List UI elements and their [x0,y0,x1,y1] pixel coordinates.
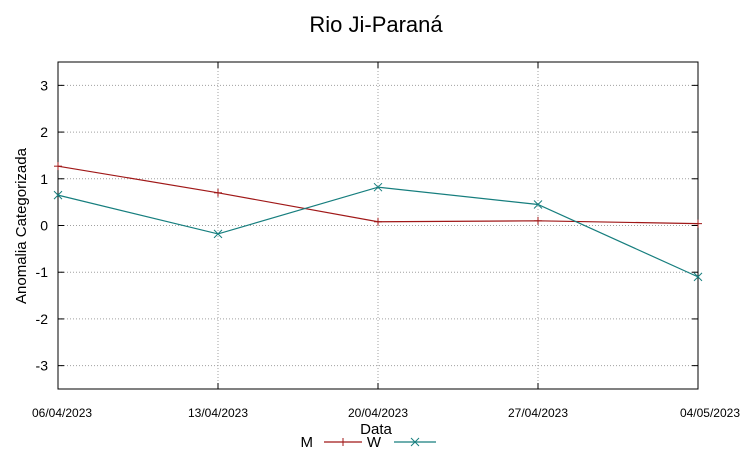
data-point-M [534,216,542,225]
legend-marker [339,438,347,446]
data-point-M [694,219,702,228]
data-point-M [54,162,62,171]
legend-label: W [367,434,382,451]
legend-item-M: M [301,434,362,451]
y-axis-ticks: -3 -2 -1 0 1 2 3 [36,77,698,374]
y-tick-label: -3 [36,358,49,374]
data-point-W [533,200,543,209]
y-tick-label: 0 [40,218,48,234]
legend-marker [410,437,420,447]
data-point-W [53,190,63,200]
x-tick-label: 06/04/2023 [32,406,92,420]
data-point-W [213,229,223,239]
legend-item-W: W [367,434,436,451]
y-axis-label: Anomalia Categorizada [13,147,30,304]
data-point-M [214,188,222,197]
x-tick-label: 27/04/2023 [508,406,568,420]
x-tick-label: 04/05/2023 [680,406,740,420]
data-point-W [693,272,703,282]
legend-label: M [301,434,314,451]
y-tick-label: -2 [36,311,49,327]
data-point-M [374,217,382,226]
x-tick-label: 20/04/2023 [348,406,408,420]
y-tick-label: -1 [36,264,49,280]
data-point-W [373,182,383,192]
x-axis-ticks: 06/04/2023 13/04/2023 20/04/2023 27/04/2023… [32,62,740,420]
y-tick-label: 1 [40,171,48,187]
chart-title: Rio Ji-Paraná [309,12,443,37]
series-group [53,162,703,282]
x-axis-label: Data [360,421,392,438]
y-tick-label: 3 [40,77,48,93]
y-tick-label: 2 [40,124,48,140]
x-tick-label: 13/04/2023 [188,406,248,420]
